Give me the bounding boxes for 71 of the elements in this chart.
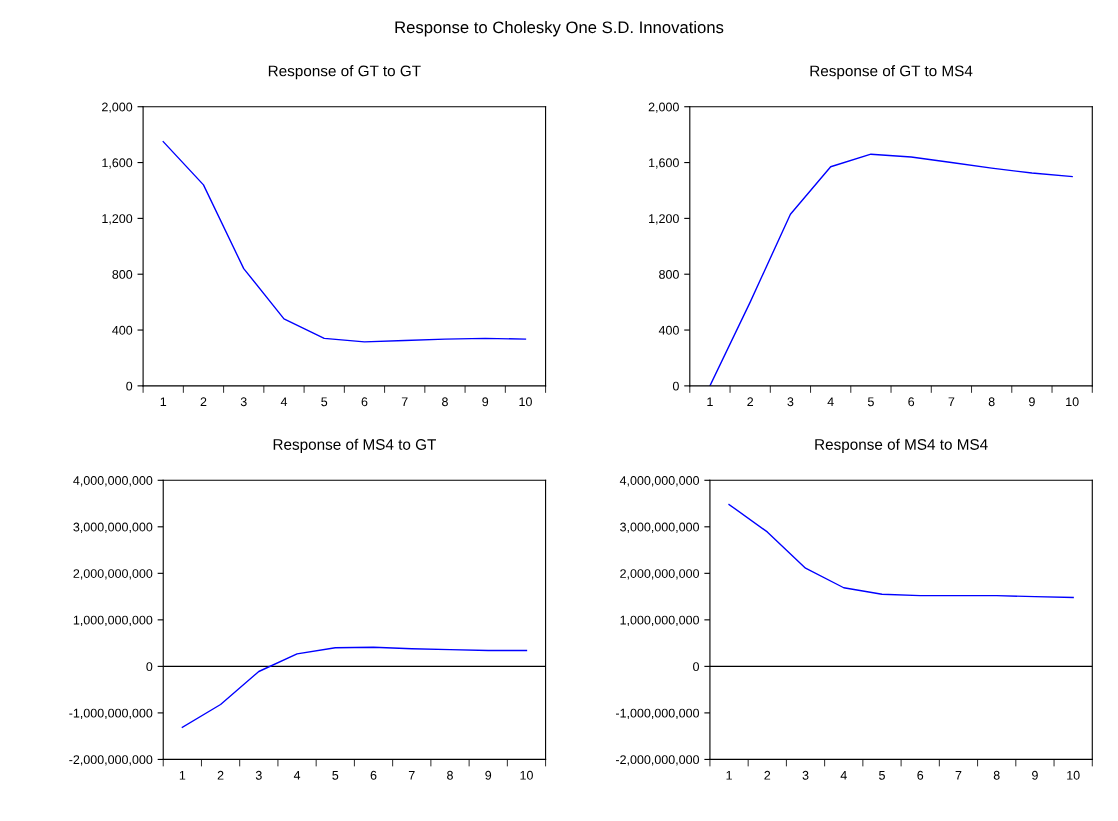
y-tick-label: 2,000,000,000 — [620, 569, 700, 580]
y-tick-label: 3,000,000,000 — [620, 522, 700, 533]
y-tick-label: -2,000,000,000 — [69, 755, 153, 766]
y-tick-label: 1,600 — [102, 158, 133, 169]
x-tick-label: 6 — [370, 770, 377, 780]
y-tick-label: -2,000,000,000 — [615, 755, 700, 766]
y-tick-label: 400 — [112, 325, 133, 335]
x-tick-label: 3 — [240, 397, 247, 407]
y-tick-label: 1,000,000,000 — [620, 615, 700, 626]
x-tick-label: 10 — [1067, 770, 1080, 780]
x-tick-label: 7 — [408, 771, 415, 780]
x-tick-label: 2 — [200, 397, 207, 407]
y-tick-label: 0 — [146, 662, 153, 672]
y-tick-label: 4,000,000,000 — [73, 476, 153, 487]
y-tick-label: 2,000 — [102, 102, 133, 113]
x-tick-label: 4 — [840, 771, 847, 780]
y-tick-label: 1,000,000,000 — [73, 615, 153, 626]
x-tick-label: 8 — [442, 397, 448, 407]
chart-title: Response of MS4 to GT — [273, 438, 436, 453]
x-tick-label: 9 — [1029, 397, 1035, 407]
x-tick-label: 2 — [217, 770, 224, 780]
x-tick-label: 6 — [361, 397, 368, 407]
x-tick-label: 1 — [160, 397, 167, 407]
x-tick-label: 5 — [867, 397, 874, 407]
x-tick-label: 9 — [485, 770, 492, 780]
y-tick-label: -1,000,000,000 — [69, 708, 153, 720]
chart-title: Response of GT to MS4 — [810, 65, 973, 80]
y-tick-label: -1,000,000,000 — [615, 708, 700, 720]
y-tick-label: 800 — [112, 270, 133, 279]
x-tick-label: 10 — [520, 770, 533, 780]
y-tick-label: 1,200 — [102, 214, 133, 225]
x-tick-label: 1 — [726, 771, 732, 780]
x-tick-label: 5 — [332, 771, 339, 780]
x-tick-label: 5 — [321, 397, 328, 407]
x-tick-label: 6 — [908, 397, 915, 407]
x-tick-label: 2 — [764, 770, 771, 780]
y-tick-label: 4,000,000,000 — [619, 476, 700, 487]
chart-title: Response of MS4 to MS4 — [815, 438, 988, 453]
x-tick-label: 4 — [293, 771, 301, 780]
x-tick-label: 3 — [787, 397, 794, 407]
y-tick-label: 0 — [126, 381, 133, 391]
x-tick-label: 8 — [988, 397, 995, 407]
y-tick-label: 1,600 — [649, 158, 679, 169]
y-tick-label: 1,200 — [649, 214, 679, 225]
y-tick-label: 2,000 — [648, 102, 679, 113]
x-tick-label: 9 — [482, 397, 489, 407]
y-tick-label: 2,000,000,000 — [73, 569, 153, 580]
y-tick-label: 800 — [659, 270, 679, 279]
x-tick-label: 3 — [802, 770, 809, 780]
x-tick-label: 8 — [447, 770, 453, 780]
x-tick-label: 4 — [827, 397, 834, 407]
chart-title: Response of GT to GT — [268, 65, 421, 80]
y-tick-label: 400 — [658, 325, 679, 335]
x-tick-label: 9 — [1032, 770, 1038, 780]
x-tick-label: 10 — [519, 397, 532, 407]
x-tick-label: 1 — [179, 771, 186, 780]
x-tick-label: 7 — [401, 397, 408, 407]
x-tick-label: 10 — [1066, 397, 1079, 407]
y-tick-label: 3,000,000,000 — [73, 522, 153, 533]
x-tick-label: 1 — [707, 397, 713, 407]
x-tick-label: 5 — [879, 771, 885, 780]
x-tick-label: 2 — [747, 397, 754, 407]
x-tick-label: 8 — [993, 770, 1000, 780]
x-tick-label: 4 — [280, 397, 288, 407]
x-tick-label: 3 — [255, 770, 262, 780]
text: Response to Cholesky One S.D. Innovations — [395, 20, 724, 37]
x-tick-label: 7 — [955, 771, 962, 780]
y-tick-label: 0 — [693, 662, 700, 672]
x-tick-label: 7 — [948, 397, 955, 407]
y-tick-label: 0 — [672, 381, 679, 391]
x-tick-label: 6 — [917, 770, 924, 780]
